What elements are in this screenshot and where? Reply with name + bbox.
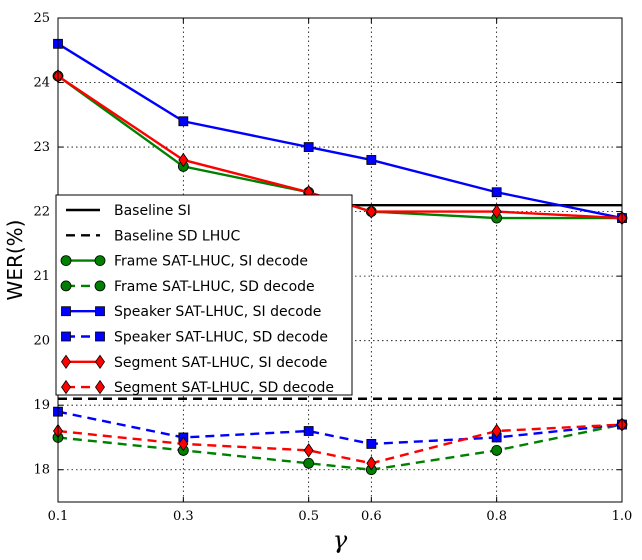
legend-marker xyxy=(60,280,72,292)
x-axis-label: γ xyxy=(333,526,348,554)
y-tick-label: 25 xyxy=(33,11,50,26)
legend-label: Frame SAT-LHUC, SD decode xyxy=(114,279,315,295)
legend-marker xyxy=(95,379,105,395)
data-point xyxy=(303,426,314,436)
y-tick-label: 19 xyxy=(33,398,50,413)
data-point xyxy=(178,152,189,168)
data-point xyxy=(366,204,377,219)
ticks: 0.1 0.3 0.5 0.6 0.8 1.0 18 19 20 21 22 23 24 25 xyxy=(33,11,632,524)
legend-marker xyxy=(95,306,105,317)
legend: Baseline SI Baseline SD LHUC Frame SAT-LHU… xyxy=(55,194,353,396)
legend-marker xyxy=(95,354,105,370)
legend-label: Speaker SAT-LHUC, SD decode xyxy=(114,330,328,346)
x-tick-label: 0.1 xyxy=(48,509,69,524)
data-point xyxy=(303,457,315,469)
data-point xyxy=(491,204,502,219)
legend-entry: Baseline SD LHUC xyxy=(66,228,240,244)
legend-marker xyxy=(60,255,72,267)
y-tick-label: 18 xyxy=(33,463,50,478)
x-tick-label: 0.3 xyxy=(173,509,194,524)
series-line xyxy=(57,410,623,446)
y-tick-label: 24 xyxy=(33,76,50,91)
y-tick-label: 20 xyxy=(33,334,50,349)
y-tick-label: 21 xyxy=(33,269,50,284)
data-point xyxy=(366,439,377,449)
series-7 xyxy=(53,417,627,471)
x-tick-label: 0.8 xyxy=(486,509,507,524)
legend-entry: Speaker SAT-LHUC, SI decode xyxy=(61,304,321,320)
data-point xyxy=(491,187,502,198)
x-tick-label: 0.6 xyxy=(361,509,382,524)
y-tick-label: 23 xyxy=(33,140,50,155)
legend-box xyxy=(55,194,353,396)
data-point xyxy=(366,456,377,471)
data-point xyxy=(491,444,503,456)
legend-marker xyxy=(94,255,106,267)
legend-marker xyxy=(95,331,105,342)
data-point xyxy=(303,443,314,458)
legend-entry: Frame SAT-LHUC, SD decode xyxy=(60,279,315,295)
legend-label: Segment SAT-LHUC, SD decode xyxy=(114,380,334,396)
y-tick-label: 22 xyxy=(33,205,50,220)
legend-marker xyxy=(94,280,106,292)
legend-label: Baseline SI xyxy=(114,203,191,219)
data-point xyxy=(303,142,314,152)
legend-marker xyxy=(61,331,71,342)
series-line xyxy=(57,42,623,220)
x-tick-label: 0.5 xyxy=(298,509,319,524)
series-line xyxy=(57,423,623,471)
data-point xyxy=(178,436,189,452)
legend-label: Segment SAT-LHUC, SI decode xyxy=(114,355,327,371)
data-point xyxy=(491,423,502,439)
legend-entry: Speaker SAT-LHUC, SD decode xyxy=(61,330,328,346)
legend-entry: Baseline SI xyxy=(66,203,191,219)
legend-label: Speaker SAT-LHUC, SI decode xyxy=(114,304,321,320)
legend-entry: Frame SAT-LHUC, SI decode xyxy=(60,254,308,270)
legend-marker xyxy=(61,306,71,317)
legend-label: Frame SAT-LHUC, SI decode xyxy=(114,254,308,270)
data-point xyxy=(178,116,189,127)
series-line xyxy=(57,423,623,465)
legend-label: Baseline SD LHUC xyxy=(114,228,240,244)
legend-entry: Segment SAT-LHUC, SD decode xyxy=(61,379,334,396)
legend-marker xyxy=(61,379,71,395)
data-point xyxy=(366,155,377,165)
legend-entry: Segment SAT-LHUC, SI decode xyxy=(61,354,327,371)
x-tick-label: 1.0 xyxy=(612,509,633,524)
y-axis-label: WER(%) xyxy=(3,220,27,301)
legend-marker xyxy=(61,354,71,370)
